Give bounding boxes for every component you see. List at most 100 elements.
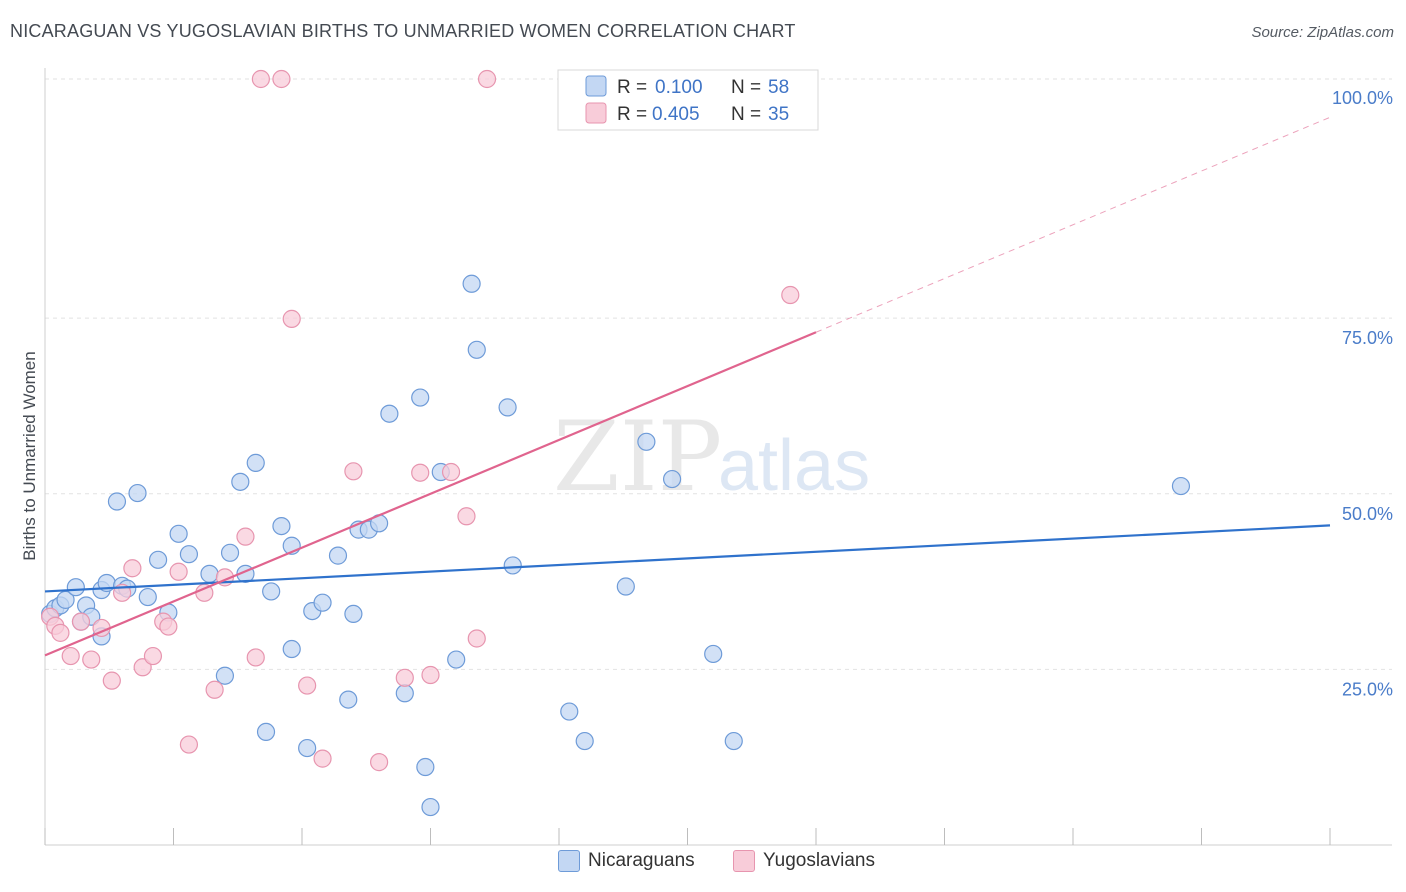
point-nicaraguans [421, 797, 440, 817]
point-yugoslavians [133, 658, 152, 677]
point-yugoslavians [370, 753, 389, 772]
point-nicaraguans [411, 388, 430, 407]
point-nicaraguans [107, 492, 127, 511]
point-yugoslavians [477, 69, 497, 89]
point-nicaraguans [704, 644, 723, 664]
legend-swatch-yugoslavians [585, 102, 607, 124]
legend-item-nicaraguans: Nicaraguans [558, 850, 695, 872]
point-yugoslavians [143, 646, 163, 666]
y-axis-label: Births to Unmarried Women [20, 351, 39, 560]
point-nicaraguans [215, 666, 234, 685]
point-nicaraguans [724, 731, 743, 751]
y-tick-label: 50.0% [1342, 504, 1393, 524]
point-yugoslavians [102, 671, 121, 690]
legend-n-label-1: N = [731, 77, 761, 98]
point-yugoslavians [82, 650, 101, 669]
y-tick-label: 100.0% [1332, 88, 1393, 108]
point-yugoslavians [61, 646, 80, 666]
point-nicaraguans [467, 340, 486, 359]
trend-line-yugoslavians-extension [815, 116, 1331, 333]
point-yugoslavians [251, 69, 270, 89]
legend-r-label-2: R = [617, 104, 647, 125]
point-yugoslavians [298, 676, 317, 695]
point-yugoslavians [236, 527, 255, 546]
legend-r-value-2: 0.405 [652, 104, 700, 125]
legend-r-value-1: 0.100 [655, 77, 703, 98]
point-nicaraguans [462, 274, 481, 293]
legend-n-label-2: N = [731, 104, 761, 125]
legend-swatch-pink [733, 850, 755, 872]
legend-box: R = 0.100 N = 58 R = 0.405 N = 35 [557, 69, 819, 131]
point-yugoslavians [395, 668, 414, 687]
watermark-atlas: atlas [718, 426, 870, 506]
point-nicaraguans [313, 593, 332, 612]
point-yugoslavians [123, 559, 142, 578]
point-nicaraguans [637, 432, 656, 451]
point-nicaraguans [395, 684, 414, 703]
point-yugoslavians [51, 623, 70, 642]
source-label: Source: ZipAtlas.com [1251, 24, 1394, 41]
chart-title: NICARAGUAN VS YUGOSLAVIAN BIRTHS TO UNMA… [10, 21, 796, 41]
point-nicaraguans [616, 577, 635, 596]
point-yugoslavians [441, 462, 461, 482]
point-nicaraguans [344, 604, 363, 624]
point-nicaraguans [298, 738, 317, 758]
point-nicaraguans [138, 587, 157, 607]
point-yugoslavians [169, 562, 188, 581]
legend-r-label-1: R = [617, 77, 647, 98]
tick-labels: 25.0%50.0%75.0%100.0%0.0%25.0% [1332, 88, 1393, 699]
point-yugoslavians [781, 285, 800, 305]
point-nicaraguans [179, 545, 199, 564]
point-nicaraguans [339, 690, 358, 709]
point-yugoslavians [282, 309, 301, 328]
point-yugoslavians [421, 665, 440, 685]
point-nicaraguans [231, 472, 250, 491]
point-nicaraguans [447, 650, 466, 669]
point-nicaraguans [128, 483, 147, 503]
point-yugoslavians [246, 648, 265, 667]
point-yugoslavians [313, 749, 332, 768]
point-yugoslavians [411, 463, 430, 482]
watermark-zip: ZIP [553, 401, 722, 513]
point-nicaraguans [662, 469, 682, 489]
point-yugoslavians [205, 680, 224, 699]
legend-label-yugoslavians: Yugoslavians [763, 850, 875, 871]
point-nicaraguans [169, 524, 188, 543]
scatter-chart: ZIP atlas 25.0%50.0%75.0%100.0%0.0%25.0%… [20, 68, 1393, 846]
point-yugoslavians [272, 69, 291, 89]
point-nicaraguans [498, 398, 517, 417]
point-nicaraguans [328, 546, 348, 565]
point-nicaraguans [262, 582, 281, 601]
legend-n-value-2: 35 [768, 104, 789, 125]
point-nicaraguans [200, 564, 219, 583]
y-tick-label: 25.0% [1342, 679, 1393, 699]
point-yugoslavians [467, 629, 486, 648]
point-nicaraguans [503, 556, 522, 575]
point-nicaraguans [256, 722, 276, 742]
point-nicaraguans [575, 731, 594, 751]
y-tick-label: 75.0% [1342, 328, 1393, 348]
point-nicaraguans [220, 543, 240, 562]
data-points [41, 69, 1191, 817]
point-nicaraguans [1171, 476, 1191, 496]
legend-n-value-1: 58 [768, 77, 789, 98]
legend-swatch-blue [558, 850, 580, 872]
point-nicaraguans [380, 404, 399, 423]
trend-lines [44, 116, 1331, 657]
point-nicaraguans [560, 702, 579, 721]
point-nicaraguans [282, 639, 301, 659]
point-yugoslavians [71, 612, 91, 631]
point-yugoslavians [457, 507, 476, 526]
legend-swatch-nicaraguans [585, 75, 607, 97]
legend-label-nicaraguans: Nicaraguans [588, 850, 695, 871]
point-yugoslavians [179, 735, 199, 754]
trend-line-nicaraguans [44, 524, 1331, 593]
point-nicaraguans [246, 453, 265, 472]
watermark: ZIP atlas [553, 401, 870, 513]
bottom-legend: Nicaraguans Yugoslavians [0, 850, 1406, 880]
point-nicaraguans [416, 757, 435, 777]
trend-line-yugoslavians [44, 331, 817, 657]
point-nicaraguans [66, 578, 85, 597]
point-nicaraguans [272, 517, 291, 536]
point-yugoslavians [159, 617, 178, 636]
